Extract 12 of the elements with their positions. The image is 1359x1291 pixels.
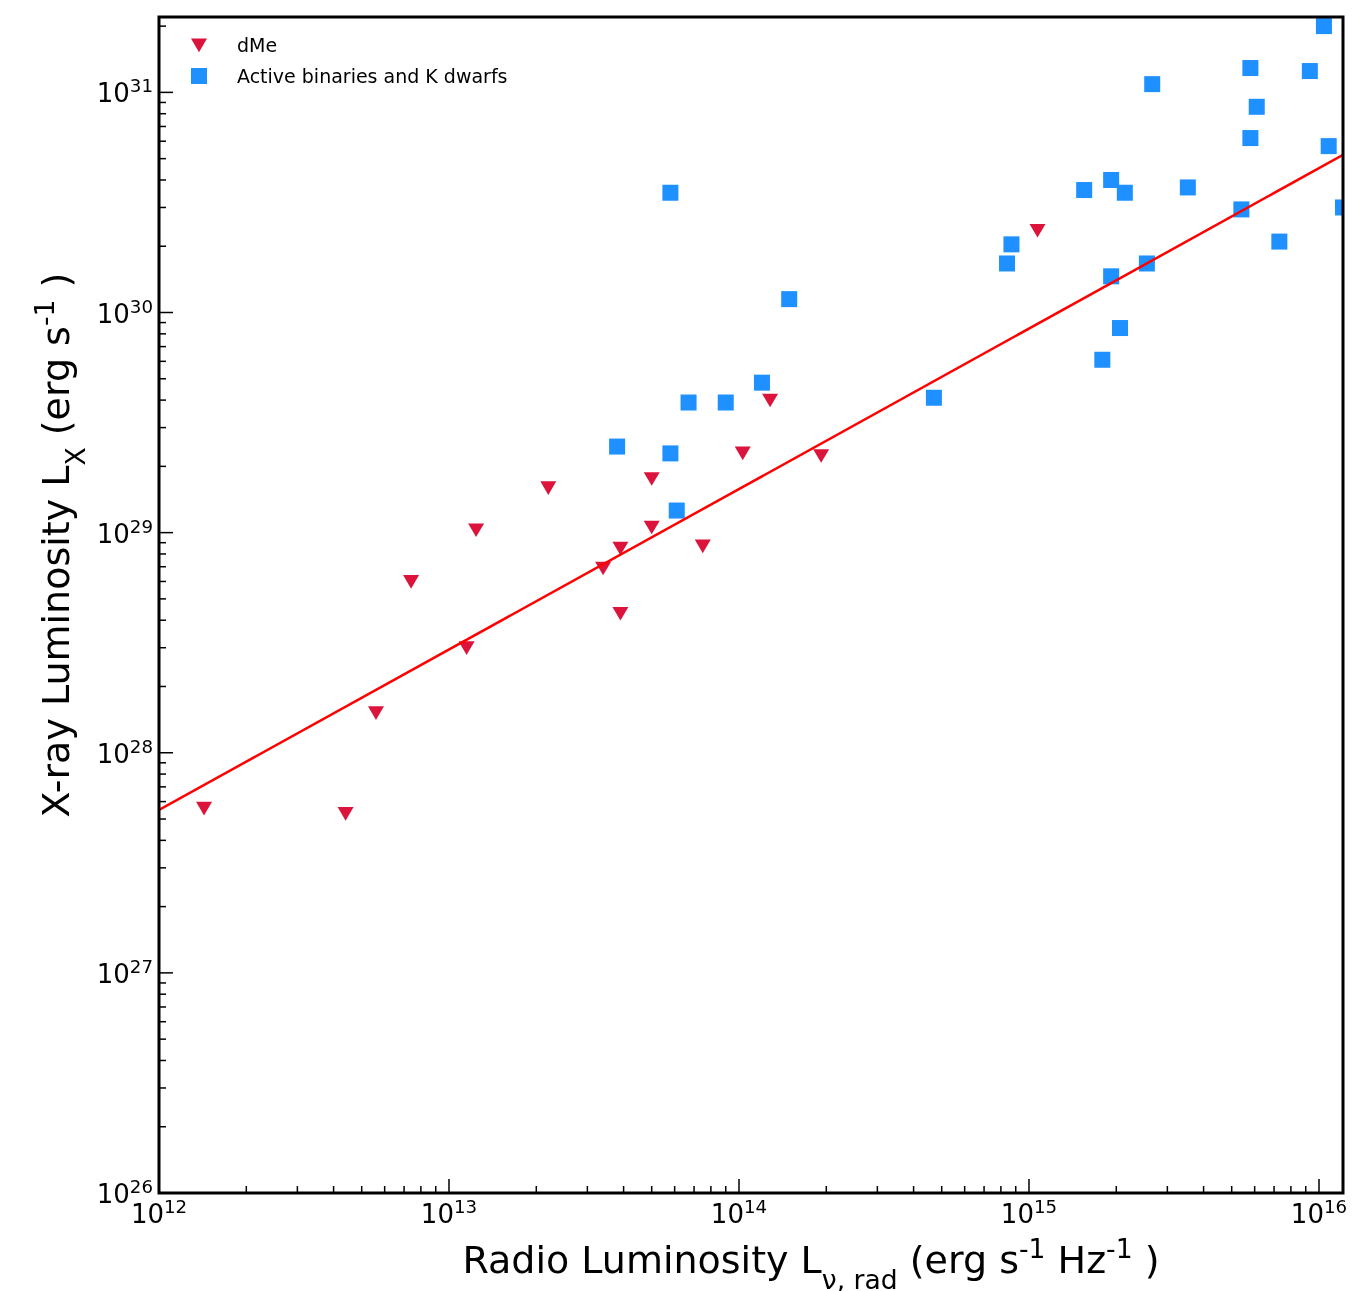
- y-tick-label: 10$^{30}$: [96, 295, 153, 329]
- y-tick-label: 10$^{27}$: [96, 955, 153, 989]
- x-tick-label: 10$^{15}$: [1000, 1195, 1058, 1229]
- y-tick-label: 10$^{29}$: [96, 515, 153, 549]
- x-axis-title: Radio Luminosity L$_{ν, rad}$ (erg s$^{-1}$ Hz$^{-1}$): [462, 1232, 1160, 1291]
- y-tick-label: 10$^{28}$: [96, 735, 153, 769]
- x-tick-label: 10$^{16}$: [1290, 1195, 1348, 1229]
- legend-label: Active binaries and K dwarfs: [237, 65, 508, 87]
- y-tick-label: 10$^{31}$: [96, 74, 153, 109]
- x-tick-label: 10$^{13}$: [420, 1195, 478, 1229]
- legend-label: dMe: [237, 34, 278, 56]
- x-tick-label: 10$^{14}$: [710, 1195, 768, 1229]
